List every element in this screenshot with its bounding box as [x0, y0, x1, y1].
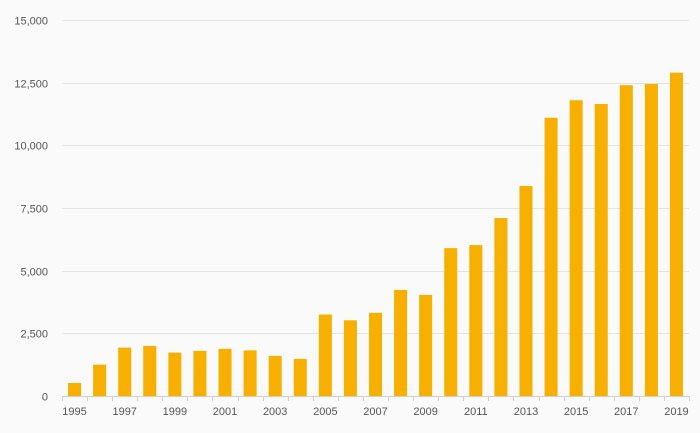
y-tick-label: 10,000: [14, 141, 48, 153]
y-tick-label: 2,500: [20, 329, 48, 341]
bar-2008: [394, 289, 408, 396]
y-tick-label: 15,000: [14, 16, 48, 28]
x-tick-label: 2015: [564, 406, 588, 418]
bar-2003: [268, 355, 282, 396]
bar-2011: [469, 245, 483, 396]
x-tick-label: 2017: [614, 406, 638, 418]
bar-2014: [544, 117, 558, 396]
y-axis-labels: 0 2,500 5,000 7,500 10,000 12,500 15,000: [14, 16, 48, 404]
y-tick-label: 7,500: [20, 204, 48, 216]
y-tick-label: 12,500: [14, 79, 48, 91]
y-tick-label: 5,000: [20, 267, 48, 279]
x-tick-label: 1997: [112, 406, 136, 418]
bar-2013: [519, 185, 533, 396]
x-tick-label: 2001: [213, 406, 237, 418]
bar-2000: [193, 350, 207, 396]
x-tick-label: 2009: [413, 406, 437, 418]
bar-2012: [494, 218, 508, 396]
bar-2010: [444, 248, 458, 396]
bar-2005: [318, 314, 332, 396]
bar-1996: [93, 364, 107, 396]
bar-1998: [143, 345, 157, 396]
bar-2007: [368, 312, 383, 396]
bar-2001: [218, 348, 232, 396]
x-tick-label: 2003: [263, 406, 287, 418]
bar-2015: [569, 100, 583, 397]
x-tick-label: 2007: [363, 406, 387, 418]
y-tick-label: 0: [42, 392, 48, 404]
x-tick-label: 2011: [464, 406, 488, 418]
x-tick-label: 1995: [62, 406, 86, 418]
x-tick-label: 1999: [163, 406, 187, 418]
bar-2004: [293, 358, 307, 396]
bar-1999: [168, 352, 182, 396]
bar-2017: [619, 85, 633, 397]
x-tick-label: 2019: [664, 406, 688, 418]
x-tick-label: 2005: [313, 406, 337, 418]
x-tick-label: 2013: [514, 406, 538, 418]
x-axis: 1995 1997 1999 2001 2003 2005 2007 2009 2011 2013…: [62, 396, 690, 418]
bar-2009: [419, 294, 433, 396]
bar-2002: [243, 350, 257, 396]
bars: [68, 72, 683, 397]
bar-2006: [343, 320, 357, 396]
gridlines: [62, 20, 689, 334]
bar-2016: [594, 103, 608, 396]
bar-1997: [118, 347, 132, 396]
bar-1995: [68, 382, 82, 396]
bar-2018: [644, 83, 658, 397]
bar-2019: [669, 72, 683, 396]
